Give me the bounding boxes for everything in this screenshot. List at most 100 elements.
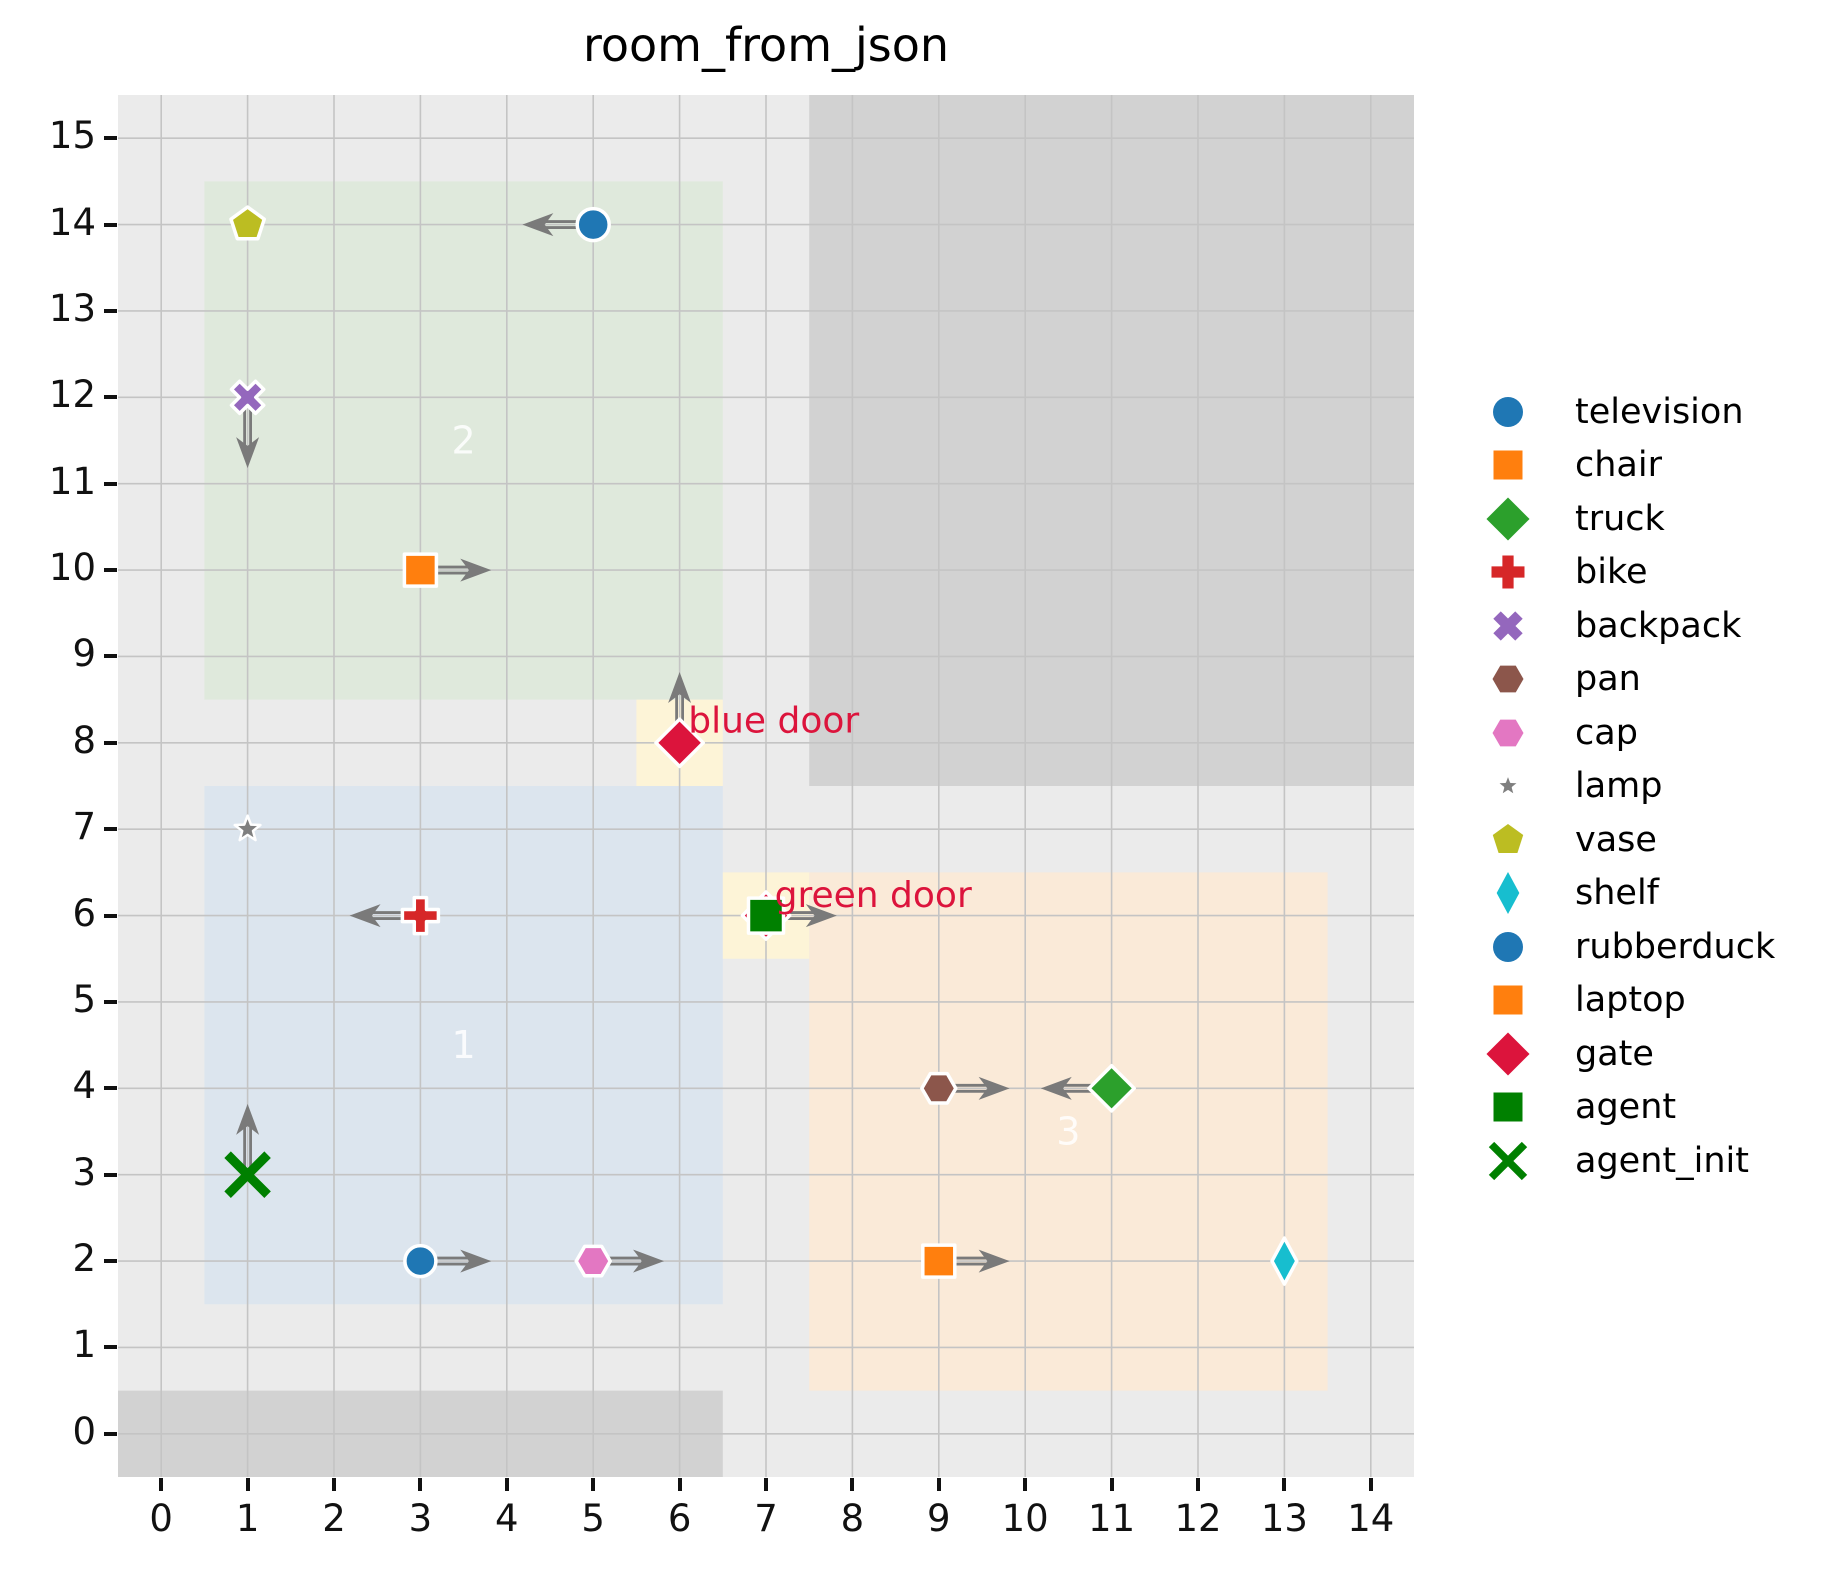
marker-agent_init xyxy=(224,1151,271,1198)
legend-marker-square-icon xyxy=(1493,985,1523,1015)
legend-marker-x_line-icon xyxy=(1488,1141,1528,1180)
x-tick-mark xyxy=(332,1478,336,1491)
y-tick-mark xyxy=(104,740,117,745)
annotation-green-door: green door xyxy=(775,875,972,916)
annotation-blue-door: blue door xyxy=(688,700,859,741)
legend-label: shelf xyxy=(1575,873,1659,914)
y-tick-mark xyxy=(104,1345,117,1350)
x-tick-label: 13 xyxy=(1260,1497,1308,1540)
marker-chair xyxy=(402,552,439,588)
y-tick-label: 13 xyxy=(48,286,96,330)
legend-label: rubberduck xyxy=(1575,926,1776,967)
legend-marker-circle-icon xyxy=(1493,396,1523,427)
marker-vase xyxy=(229,205,266,241)
marker-truck xyxy=(1087,1063,1136,1113)
y-tick-label: 4 xyxy=(72,1064,96,1108)
legend-item-laptop: laptop xyxy=(1485,974,1775,1028)
x-tick-mark xyxy=(1196,1478,1200,1491)
room-label-1: 1 xyxy=(452,1023,476,1067)
marker-television xyxy=(575,206,611,243)
marker-backpack xyxy=(229,379,266,416)
legend-marker-star-icon xyxy=(1494,772,1522,798)
legend-label: vase xyxy=(1575,819,1657,860)
y-tick-label: 15 xyxy=(48,114,96,158)
plot-canvas: 2 1 3 blue door green door xyxy=(118,95,1414,1477)
y-tick-mark xyxy=(104,308,117,313)
x-tick-mark xyxy=(1023,1478,1028,1491)
legend-label: television xyxy=(1575,391,1744,432)
annotations: blue door green door xyxy=(688,700,972,915)
legend-label: bike xyxy=(1575,552,1648,593)
y-tick-mark xyxy=(104,999,117,1004)
x-tick-mark xyxy=(245,1478,250,1491)
legend-item-cap: cap xyxy=(1485,706,1775,760)
y-tick-label: 0 xyxy=(72,1409,96,1453)
legend-marker-x_thick-icon xyxy=(1493,611,1523,641)
x-tick-mark xyxy=(159,1478,164,1491)
room-2 xyxy=(204,181,723,700)
legend-label: chair xyxy=(1575,445,1662,486)
legend-marker-plus-icon xyxy=(1491,555,1525,589)
y-tick-mark xyxy=(104,913,117,918)
legend-marker-square-icon xyxy=(1493,1092,1523,1122)
legend-item-backpack: backpack xyxy=(1485,599,1775,653)
room-label-3: 3 xyxy=(1056,1110,1080,1154)
y-tick-mark xyxy=(104,827,117,832)
x-tick-mark xyxy=(850,1478,855,1491)
y-tick-mark xyxy=(104,568,117,573)
legend-item-vase: vase xyxy=(1485,813,1775,867)
y-tick-mark xyxy=(104,222,117,227)
legend-marker-diamond-icon xyxy=(1486,497,1530,541)
y-tick-label: 1 xyxy=(72,1323,96,1367)
y-tick-mark xyxy=(104,654,117,659)
y-tick-label: 5 xyxy=(72,977,96,1021)
legend-label: backpack xyxy=(1575,605,1742,646)
x-tick-mark xyxy=(1368,1478,1373,1491)
legend-item-agent_init: agent_init xyxy=(1485,1134,1775,1188)
x-tick-label: 7 xyxy=(754,1497,778,1540)
x-tick-mark xyxy=(936,1478,941,1491)
marker-gate xyxy=(654,717,705,769)
x-tick-label: 0 xyxy=(149,1497,173,1540)
x-tick-mark xyxy=(591,1478,596,1491)
marker-shelf xyxy=(1270,1236,1299,1286)
legend: television chair truck bike backpack pan cap la… xyxy=(1485,385,1775,1188)
y-tick-label: 14 xyxy=(48,200,96,244)
y-tick-label: 8 xyxy=(72,718,96,762)
legend-item-shelf: shelf xyxy=(1485,867,1775,921)
gridlines xyxy=(118,95,1414,1477)
legend-item-chair: chair xyxy=(1485,439,1775,493)
y-tick-mark xyxy=(104,1172,117,1177)
y-tick-label: 6 xyxy=(72,891,96,935)
legend-label: cap xyxy=(1575,712,1638,753)
x-tick-label: 10 xyxy=(1001,1497,1049,1540)
markers xyxy=(224,205,1299,1286)
x-tick-mark xyxy=(1109,1478,1114,1491)
x-tick-mark xyxy=(764,1478,768,1491)
x-tick-label: 5 xyxy=(581,1497,605,1540)
legend-label: pan xyxy=(1575,659,1641,700)
room-3 xyxy=(809,872,1328,1391)
marker-agent xyxy=(746,896,786,935)
room-1 xyxy=(204,786,723,1305)
x-tick-label: 4 xyxy=(495,1497,519,1540)
y-tick-label: 11 xyxy=(48,459,96,503)
y-tick-label: 3 xyxy=(72,1150,96,1194)
x-tick-label: 8 xyxy=(840,1497,865,1540)
marker-lamp xyxy=(233,814,262,842)
y-tick-mark xyxy=(104,136,117,141)
x-tick-label: 12 xyxy=(1174,1497,1222,1540)
legend-label: lamp xyxy=(1575,766,1663,807)
y-tick-label: 2 xyxy=(72,1237,96,1281)
legend-item-truck: truck xyxy=(1485,492,1775,546)
legend-item-rubberduck: rubberduck xyxy=(1485,920,1775,974)
legend-label: gate xyxy=(1575,1033,1654,1074)
legend-item-agent: agent xyxy=(1485,1081,1775,1135)
x-tick-label: 6 xyxy=(667,1497,692,1540)
x-tick-label: 11 xyxy=(1088,1497,1136,1540)
legend-item-gate: gate xyxy=(1485,1027,1775,1081)
y-tick-label: 7 xyxy=(72,805,96,849)
legend-item-pan: pan xyxy=(1485,653,1775,707)
x-tick-mark xyxy=(677,1478,682,1491)
